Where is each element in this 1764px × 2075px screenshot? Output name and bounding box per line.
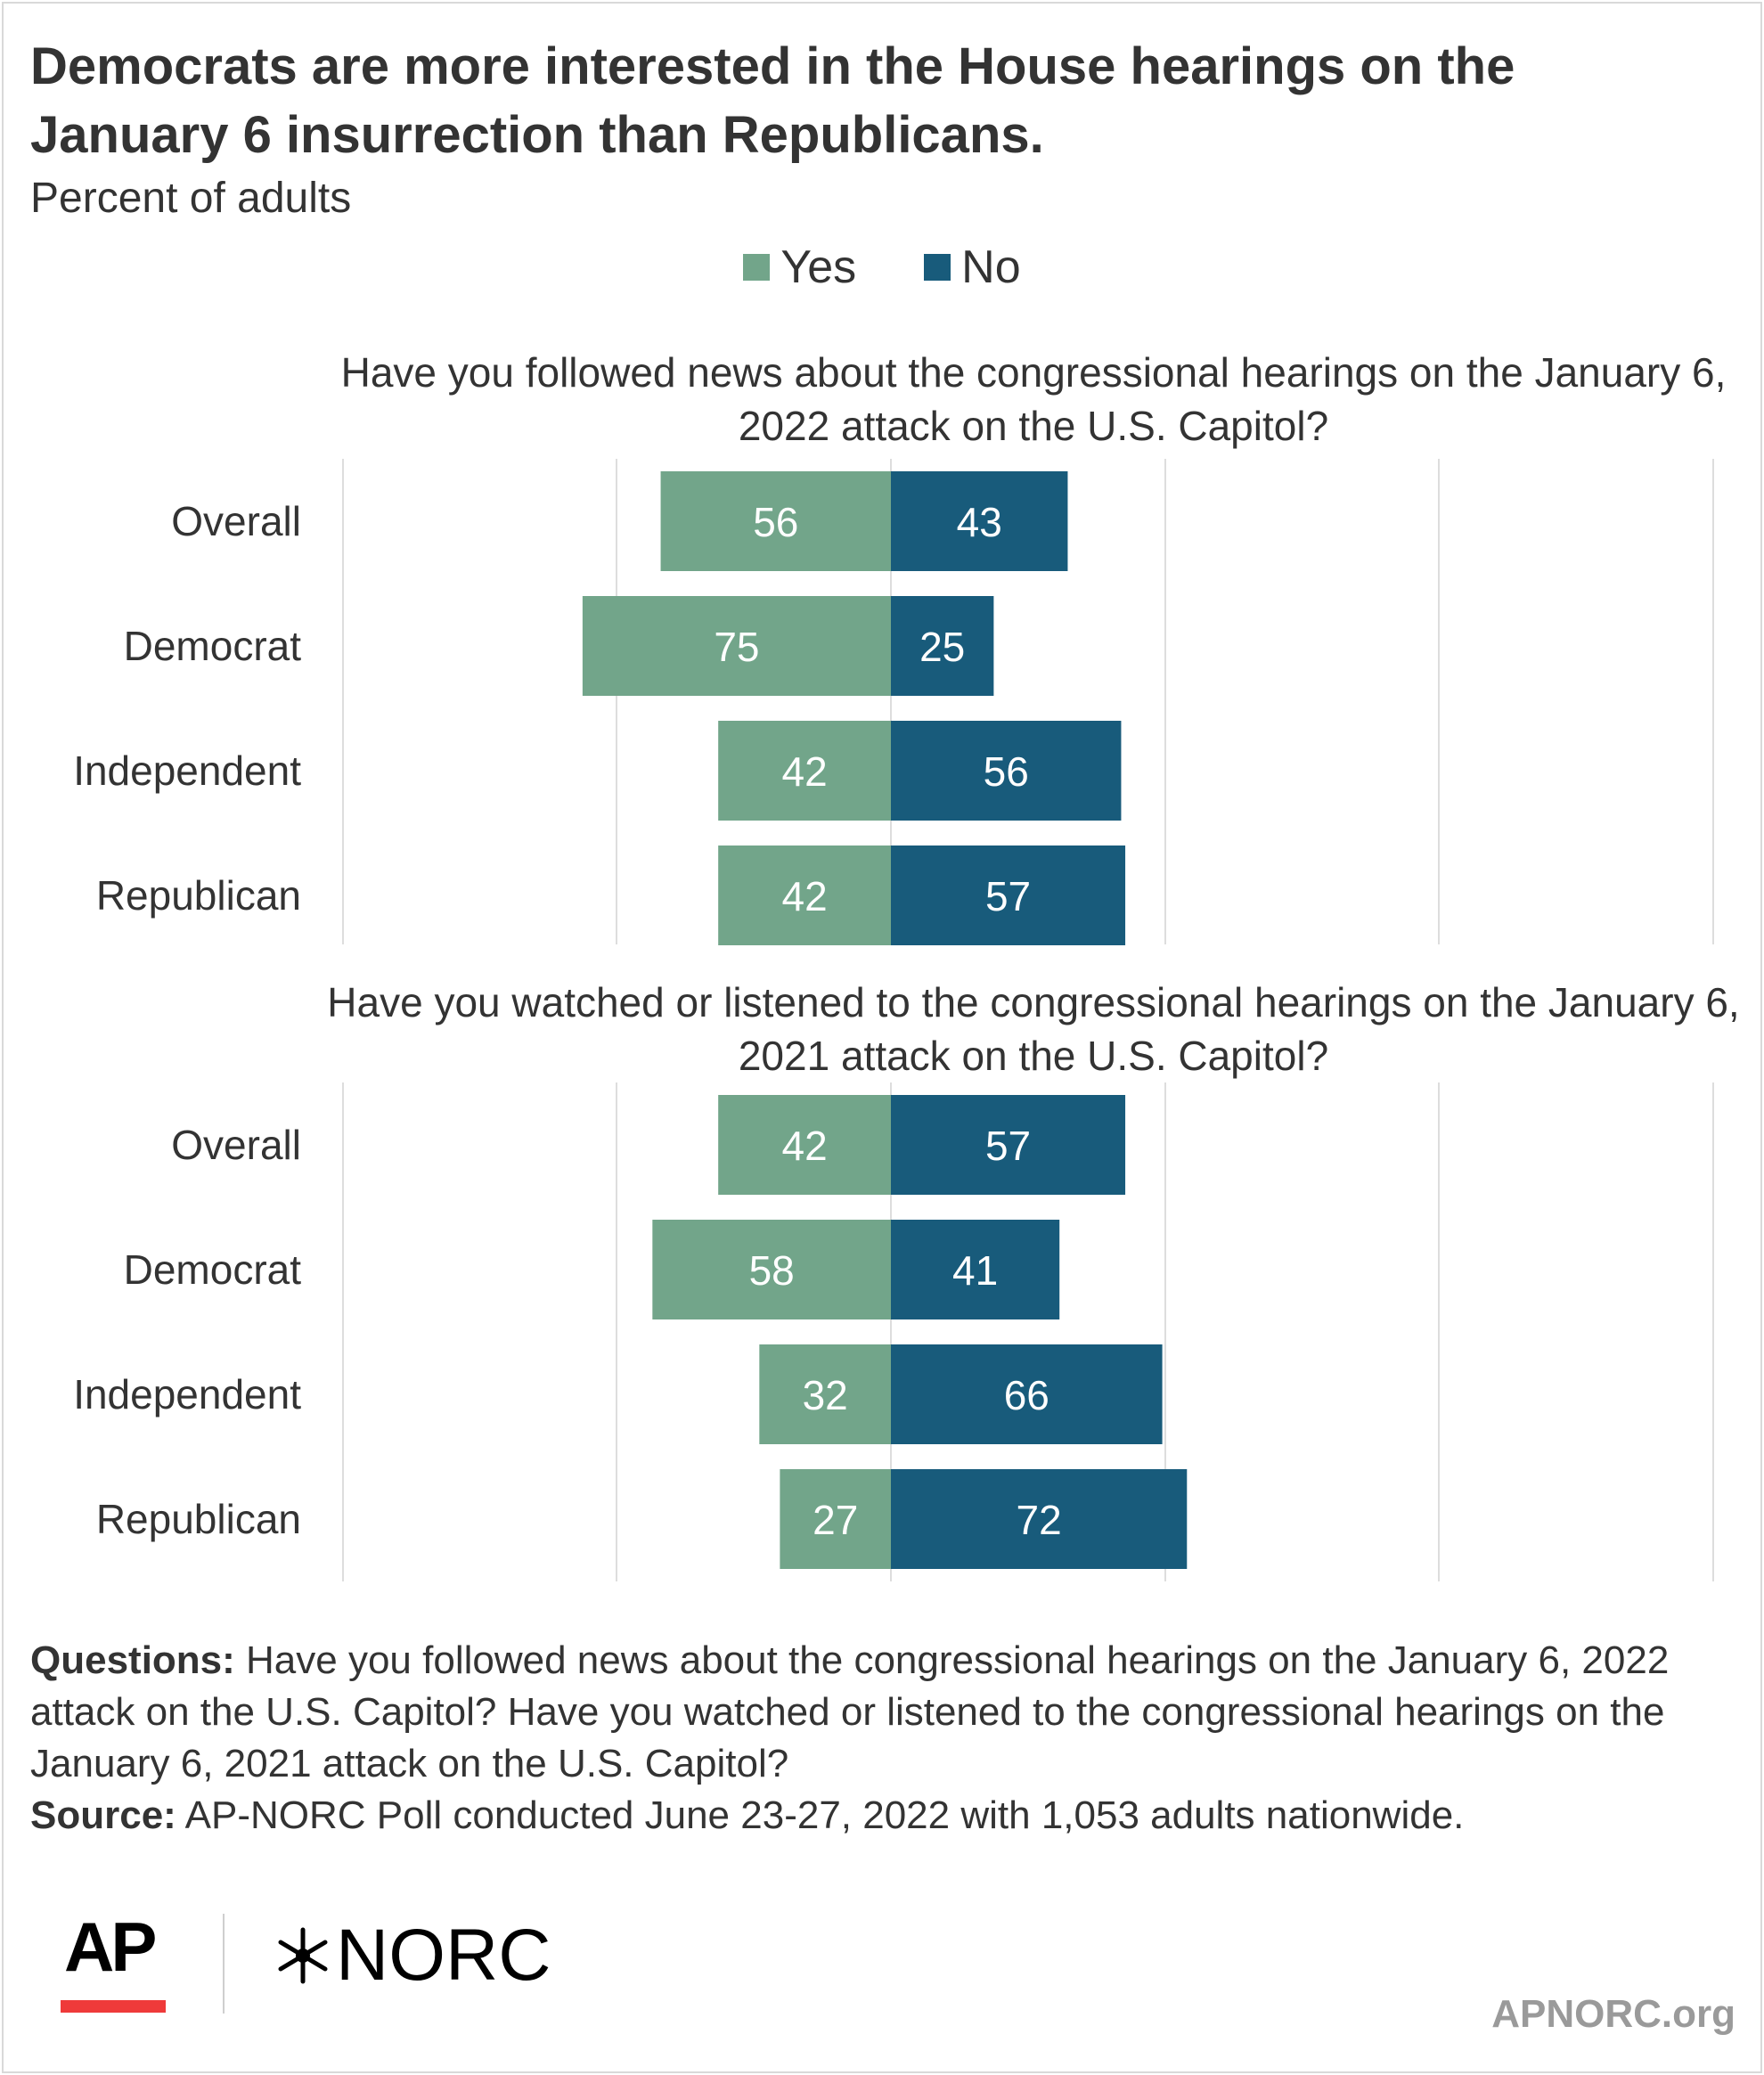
category-label: Democrat [124, 623, 302, 669]
data-label-no: 43 [957, 499, 1002, 545]
legend: Yes No [0, 241, 1764, 294]
source-text: AP-NORC Poll conducted June 23-27, 2022 … [176, 1793, 1465, 1837]
bar-no [891, 1469, 1188, 1569]
legend-swatch-no [924, 254, 951, 281]
category-label: Republican [96, 1496, 301, 1542]
site-url: APNORC.org [1491, 1992, 1735, 2036]
ap-logo-underline [61, 2000, 166, 2013]
bar-yes [718, 721, 891, 821]
bar-no [891, 471, 1068, 571]
question-2-title: Have you watched or listened to the cong… [327, 979, 1740, 1079]
bar-no [891, 1220, 1060, 1319]
data-label-yes: 27 [813, 1497, 858, 1543]
category-label: Democrat [124, 1246, 302, 1293]
logo-divider [223, 1914, 225, 2014]
bar-yes [660, 471, 891, 571]
category-label: Republican [96, 872, 301, 919]
norc-logo: NORC [272, 1914, 551, 1997]
chart-plot-area: Overall 56 43 Democrat 75 25 Independent 42 56 Re… [73, 459, 1714, 1581]
data-label-no: 57 [985, 873, 1031, 919]
data-label-no: 66 [1004, 1372, 1049, 1418]
data-label-yes: 75 [714, 624, 759, 670]
bar-yes [759, 1344, 891, 1444]
ap-logo: AP [64, 1908, 157, 1986]
bar-no [891, 1344, 1163, 1444]
source-label: Source: [30, 1793, 176, 1837]
bar-no [891, 846, 1126, 945]
legend-item-no: No [924, 241, 1021, 294]
bar-no [891, 1095, 1126, 1195]
bar-yes [582, 596, 891, 696]
questions-label: Questions: [30, 1638, 235, 1682]
category-label: Overall [171, 498, 301, 544]
bar-no [891, 721, 1122, 821]
norc-logo-text: NORC [336, 1915, 551, 1996]
chart-title: Democrats are more interested in the Hou… [30, 37, 1515, 164]
data-label-yes: 58 [749, 1247, 795, 1294]
questions-note: Questions: Have you followed news about … [30, 1635, 1741, 1790]
legend-label-no: No [961, 241, 1021, 293]
bar-no [891, 596, 994, 696]
bar-yes [652, 1220, 891, 1319]
data-label-yes: 42 [781, 748, 827, 795]
category-label: Independent [73, 1371, 301, 1417]
question-1-title: Have you followed news about the congres… [340, 349, 1727, 449]
data-label-yes: 42 [781, 873, 827, 919]
data-label-no: 72 [1017, 1497, 1062, 1543]
bar-yes [718, 1095, 891, 1195]
legend-swatch-yes [743, 254, 771, 281]
data-label-no: 57 [985, 1123, 1031, 1169]
bar-yes [780, 1469, 891, 1569]
data-label-yes: 42 [781, 1123, 827, 1169]
data-label-no: 25 [919, 624, 965, 670]
data-label-yes: 56 [753, 499, 798, 545]
chart-subtitle: Percent of adults [30, 175, 352, 222]
questions-text: Have you followed news about the congres… [30, 1638, 1670, 1785]
category-label: Overall [171, 1122, 301, 1168]
norc-star-icon [278, 1927, 328, 1984]
legend-item-yes: Yes [743, 241, 856, 294]
bar-yes [718, 846, 891, 945]
notes: Questions: Have you followed news about … [30, 1635, 1741, 1842]
source-note: Source: AP-NORC Poll conducted June 23-2… [30, 1790, 1741, 1842]
data-label-no: 56 [984, 748, 1029, 795]
category-label: Independent [73, 747, 301, 794]
legend-label-yes: Yes [780, 241, 857, 293]
data-label-no: 41 [952, 1247, 998, 1294]
data-label-yes: 32 [803, 1372, 848, 1418]
